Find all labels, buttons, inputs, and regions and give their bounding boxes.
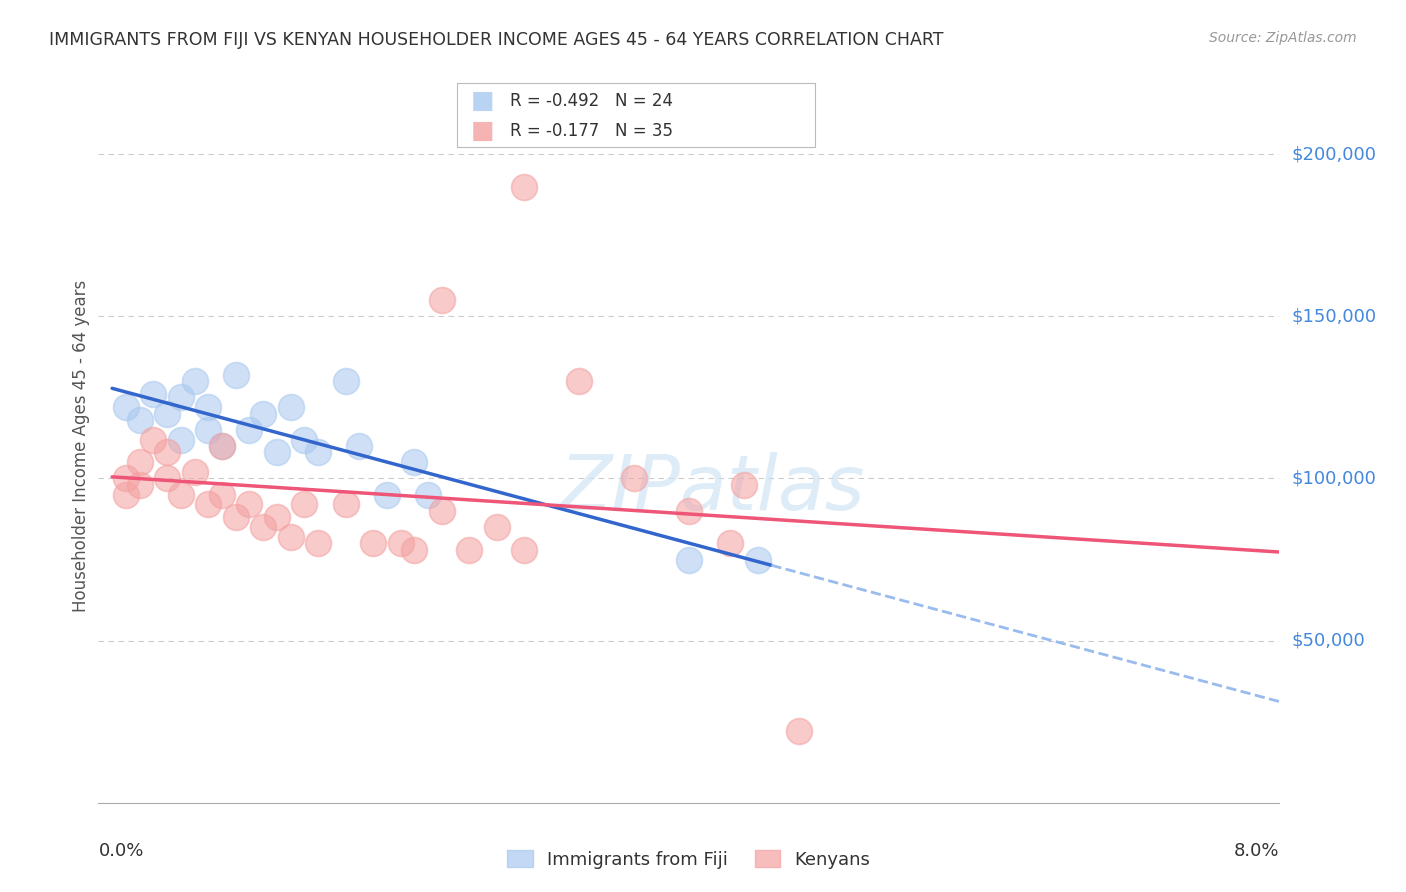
Point <box>142 387 165 401</box>
Point <box>430 504 453 518</box>
Text: R = -0.177   N = 35: R = -0.177 N = 35 <box>510 122 673 140</box>
Text: $150,000: $150,000 <box>1291 307 1376 326</box>
Point <box>115 400 138 414</box>
Point <box>678 504 700 518</box>
Point <box>238 423 260 437</box>
Point <box>225 368 247 382</box>
Text: ZIPatlas: ZIPatlas <box>560 452 865 525</box>
Point <box>389 536 412 550</box>
Point <box>747 552 769 566</box>
Point <box>225 510 247 524</box>
Point <box>197 423 219 437</box>
Y-axis label: Householder Income Ages 45 - 64 years: Householder Income Ages 45 - 64 years <box>72 280 90 612</box>
Point <box>335 374 357 388</box>
Point <box>513 179 536 194</box>
Text: Source: ZipAtlas.com: Source: ZipAtlas.com <box>1209 31 1357 45</box>
Text: 8.0%: 8.0% <box>1234 842 1279 860</box>
Text: ■: ■ <box>471 120 495 143</box>
Text: $50,000: $50,000 <box>1291 632 1365 649</box>
Point <box>513 542 536 557</box>
Point <box>156 445 179 459</box>
Point <box>156 471 179 485</box>
Text: 0.0%: 0.0% <box>98 842 143 860</box>
Point <box>733 478 755 492</box>
Point <box>307 536 329 550</box>
Point <box>142 433 165 447</box>
Point <box>170 433 193 447</box>
Point <box>211 439 233 453</box>
Point <box>375 488 398 502</box>
Point <box>280 400 302 414</box>
Point <box>156 407 179 421</box>
Legend: Immigrants from Fiji, Kenyans: Immigrants from Fiji, Kenyans <box>501 843 877 876</box>
Point <box>361 536 384 550</box>
Point <box>349 439 371 453</box>
Point <box>183 465 205 479</box>
Point <box>252 520 274 534</box>
Point <box>430 293 453 307</box>
Point <box>115 488 138 502</box>
Point <box>568 374 591 388</box>
Point <box>787 724 810 739</box>
Point <box>335 497 357 511</box>
Point <box>416 488 439 502</box>
Point <box>170 488 193 502</box>
Point <box>280 530 302 544</box>
Point <box>623 471 645 485</box>
Point <box>211 439 233 453</box>
Point <box>170 390 193 404</box>
Point <box>238 497 260 511</box>
Point <box>307 445 329 459</box>
Point <box>183 374 205 388</box>
Point <box>678 552 700 566</box>
Point <box>266 510 288 524</box>
Text: $100,000: $100,000 <box>1291 469 1376 487</box>
Point <box>197 400 219 414</box>
Point <box>404 455 426 469</box>
Text: IMMIGRANTS FROM FIJI VS KENYAN HOUSEHOLDER INCOME AGES 45 - 64 YEARS CORRELATION: IMMIGRANTS FROM FIJI VS KENYAN HOUSEHOLD… <box>49 31 943 49</box>
Point <box>294 433 316 447</box>
Point <box>128 478 150 492</box>
Point <box>404 542 426 557</box>
Point <box>128 413 150 427</box>
Point <box>252 407 274 421</box>
Point <box>485 520 508 534</box>
Text: $200,000: $200,000 <box>1291 145 1376 163</box>
Point <box>211 488 233 502</box>
Text: ■: ■ <box>471 89 495 113</box>
Point <box>718 536 741 550</box>
Text: R = -0.492   N = 24: R = -0.492 N = 24 <box>510 92 673 110</box>
Point <box>266 445 288 459</box>
Point <box>294 497 316 511</box>
Point <box>128 455 150 469</box>
Point <box>458 542 481 557</box>
Point <box>197 497 219 511</box>
Point <box>115 471 138 485</box>
